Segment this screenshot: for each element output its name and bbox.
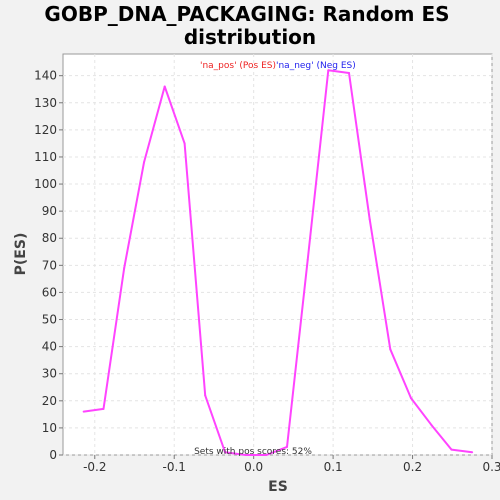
y-tick-label: 130 [34,96,57,110]
y-tick-label: 140 [34,69,57,83]
y-axis-label: P(ES) [13,233,29,276]
plot-area [62,53,493,456]
legend-entry-pos: 'na_pos' (Pos ES) [200,61,276,71]
y-tick-label: 80 [42,231,57,245]
data-point [102,407,105,410]
y-tick-label: 110 [34,150,57,164]
data-point [163,85,166,88]
gridlines [63,54,493,456]
data-point [327,69,330,72]
series-line [83,69,473,456]
x-tick-label: 0.3 [482,460,500,474]
y-tick-label: 40 [42,340,57,354]
x-tick-label: -0.2 [83,460,106,474]
x-axis-label: ES [268,479,288,495]
data-point [286,445,288,448]
data-point [471,451,474,454]
x-tick-label: 0.2 [403,460,422,474]
y-tick-label: 50 [42,313,57,327]
data-point [224,451,227,454]
data-point [244,454,247,456]
chart-title-line-2: distribution [184,25,316,49]
y-tick-label: 90 [42,204,57,218]
data-point [368,218,371,221]
data-point [348,72,350,74]
y-tick-label: 10 [42,421,57,435]
y-tick-label: 30 [42,367,57,381]
y-tick-label: 100 [34,177,57,191]
data-point [82,410,85,413]
data-point [123,267,126,269]
data-point [204,394,207,397]
x-axis-ticks: -0.2 -0.1 0.0 0.1 0.2 0.3 [83,455,500,474]
x-tick-label: -0.1 [163,460,186,474]
data-point [430,424,433,427]
data-point [306,258,309,261]
data-point [183,142,186,145]
x-tick-label: 0.0 [244,460,263,474]
series-layer [82,69,474,456]
data-point [143,161,145,164]
legend-entry-neg: 'na_neg' (Neg ES) [276,61,356,71]
data-point [450,448,453,451]
y-tick-label: 60 [42,285,57,299]
x-tick-label: 0.1 [324,460,343,474]
y-tick-label: 0 [49,448,57,462]
data-point [265,454,268,456]
y-axis-ticks: 0 10 20 30 40 50 60 70 80 90 100 110 120 130 140 [34,69,63,462]
chart-title-line-1: GOBP_DNA_PACKAGING: Random ES [44,2,449,26]
annotation-pos-scores: Sets with pos scores: 52% [194,447,312,457]
y-tick-label: 20 [42,394,57,408]
y-tick-label: 120 [34,123,57,137]
data-point [410,397,412,400]
data-point [389,348,392,351]
y-tick-label: 70 [42,258,57,272]
